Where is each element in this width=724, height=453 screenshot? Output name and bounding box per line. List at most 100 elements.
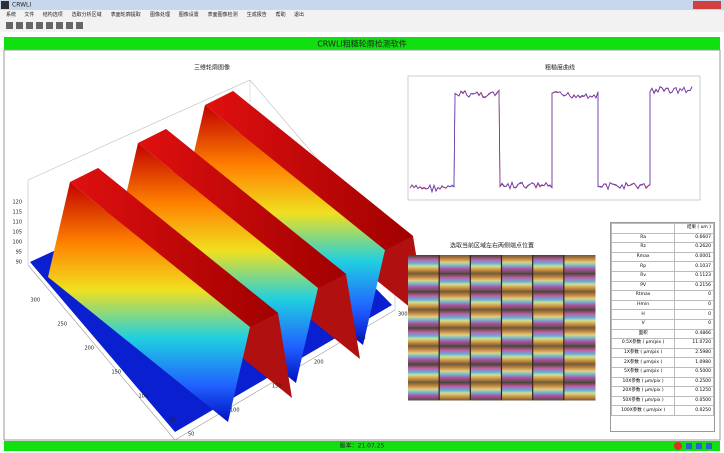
tool-icon[interactable] — [6, 22, 13, 29]
table-cell: 结果 ( um ) — [675, 224, 714, 234]
table-cell — [612, 224, 675, 234]
menu-item[interactable]: 生成报告 — [247, 11, 267, 18]
table-row: 5X参数 ( μm/pix )0.5000 — [612, 367, 714, 377]
image-cell — [533, 309, 565, 328]
tray-icon[interactable] — [706, 443, 712, 449]
image-cell — [533, 255, 565, 274]
image-cell — [439, 382, 471, 401]
table-cell: V — [612, 319, 675, 329]
table-cell: Ra — [612, 233, 675, 243]
tool-icon[interactable] — [46, 22, 53, 29]
table-cell: Rp — [612, 262, 675, 272]
image-cell — [470, 364, 502, 383]
table-cell: 0.2620 — [675, 243, 714, 253]
table-cell: 1X参数 ( μm/pix ) — [612, 348, 675, 358]
table-cell: Hmin — [612, 300, 675, 310]
image-cell — [470, 309, 502, 328]
table-cell: 5X参数 ( μm/pix ) — [612, 367, 675, 377]
table-header: 结果 ( um ) — [612, 224, 714, 234]
y-tick-label: 300 — [30, 298, 40, 304]
z-tick-label: 115 — [12, 210, 22, 216]
table-cell: 0.2156 — [675, 281, 714, 291]
image-cell — [408, 255, 440, 274]
z-tick-label: 120 — [12, 200, 22, 206]
menu-item[interactable]: 结构选项 — [43, 11, 63, 18]
z-tick-label: 105 — [12, 230, 22, 236]
image-cell — [408, 346, 440, 365]
banner-text: CRWLI粗糙轮廓检测软件 — [317, 39, 407, 49]
menu-item[interactable]: 选取分析区域 — [72, 11, 102, 18]
title-bar — [0, 0, 724, 10]
table-row: PV0.2156 — [612, 281, 714, 291]
table-cell: Rv — [612, 271, 675, 281]
image-cell — [533, 291, 565, 310]
image-cell — [408, 309, 440, 328]
image-cell — [439, 346, 471, 365]
table-cell: Rtmax — [612, 291, 675, 301]
table-row: Rp0.1037 — [612, 262, 714, 272]
table-cell: 0.6607 — [675, 233, 714, 243]
menu-item[interactable]: 退出 — [294, 11, 304, 18]
app-icon — [1, 1, 9, 9]
image-cell — [470, 291, 502, 310]
menu-item[interactable]: 系统 — [6, 11, 16, 18]
menu-item[interactable]: 文件 — [24, 11, 34, 18]
menu-item[interactable]: 图像处理 — [150, 11, 170, 18]
image-cell — [533, 382, 565, 401]
image-cell — [502, 382, 534, 401]
image-cell — [439, 328, 471, 347]
status-text: 版本：21.07.25 — [340, 442, 385, 450]
z-tick-label: 90 — [16, 260, 22, 266]
tool-icon[interactable] — [76, 22, 83, 29]
image-cell — [470, 328, 502, 347]
tray-icon[interactable] — [696, 443, 702, 449]
tool-icon[interactable] — [56, 22, 63, 29]
table-cell: Rz — [612, 243, 675, 253]
profile-plot — [408, 76, 700, 200]
image-cell — [533, 328, 565, 347]
image-cell — [564, 255, 596, 274]
close-button[interactable] — [693, 1, 721, 9]
z-tick-label: 95 — [16, 250, 22, 256]
image-cell — [470, 255, 502, 274]
menu-item[interactable]: 帮助 — [276, 11, 286, 18]
image-cell — [439, 291, 471, 310]
image-cell — [439, 255, 471, 274]
table-cell: H — [612, 310, 675, 320]
tray-icon[interactable] — [686, 443, 692, 449]
profile-title: 粗糙度曲线 — [545, 64, 575, 72]
y-tick-label: 250 — [57, 322, 67, 328]
image-cell — [564, 291, 596, 310]
menu-item[interactable]: 表面轮廓提取 — [111, 11, 141, 18]
image-cell — [470, 273, 502, 292]
y-tick-label: 150 — [111, 370, 121, 376]
menu-item[interactable]: 图像设置 — [179, 11, 199, 18]
tool-icon[interactable] — [26, 22, 33, 29]
image-cell — [564, 364, 596, 383]
table-cell: 0.2500 — [675, 377, 714, 387]
table-cell: 0.0001 — [675, 252, 714, 262]
image-cell — [439, 309, 471, 328]
image-cell — [564, 328, 596, 347]
image-cell — [439, 364, 471, 383]
image-cell — [533, 273, 565, 292]
table-row: H0 — [612, 310, 714, 320]
image-cell — [502, 273, 534, 292]
x-tick-label: 100 — [230, 408, 240, 414]
menu-item[interactable]: 表面图像检测 — [208, 11, 238, 18]
x-tick-label: 150 — [272, 384, 282, 390]
tool-icon[interactable] — [66, 22, 73, 29]
tool-icon[interactable] — [36, 22, 43, 29]
table-cell: 10X参数 ( μm/pix ) — [612, 377, 675, 387]
image-cell — [470, 346, 502, 365]
tray-icon[interactable] — [674, 442, 682, 450]
tool-icon[interactable] — [16, 22, 23, 29]
image-cell — [502, 291, 534, 310]
y-tick-label: 50 — [169, 418, 175, 424]
app-window: CRWLI 系统文件结构选项选取分析区域表面轮廓提取图像处理图像设置表面图像检测… — [0, 0, 724, 453]
table-row: Rz0.2620 — [612, 243, 714, 253]
x-tick-label: 250 — [356, 336, 366, 342]
table-row: 100X参数 ( μm/pix )0.0250 — [612, 406, 714, 416]
